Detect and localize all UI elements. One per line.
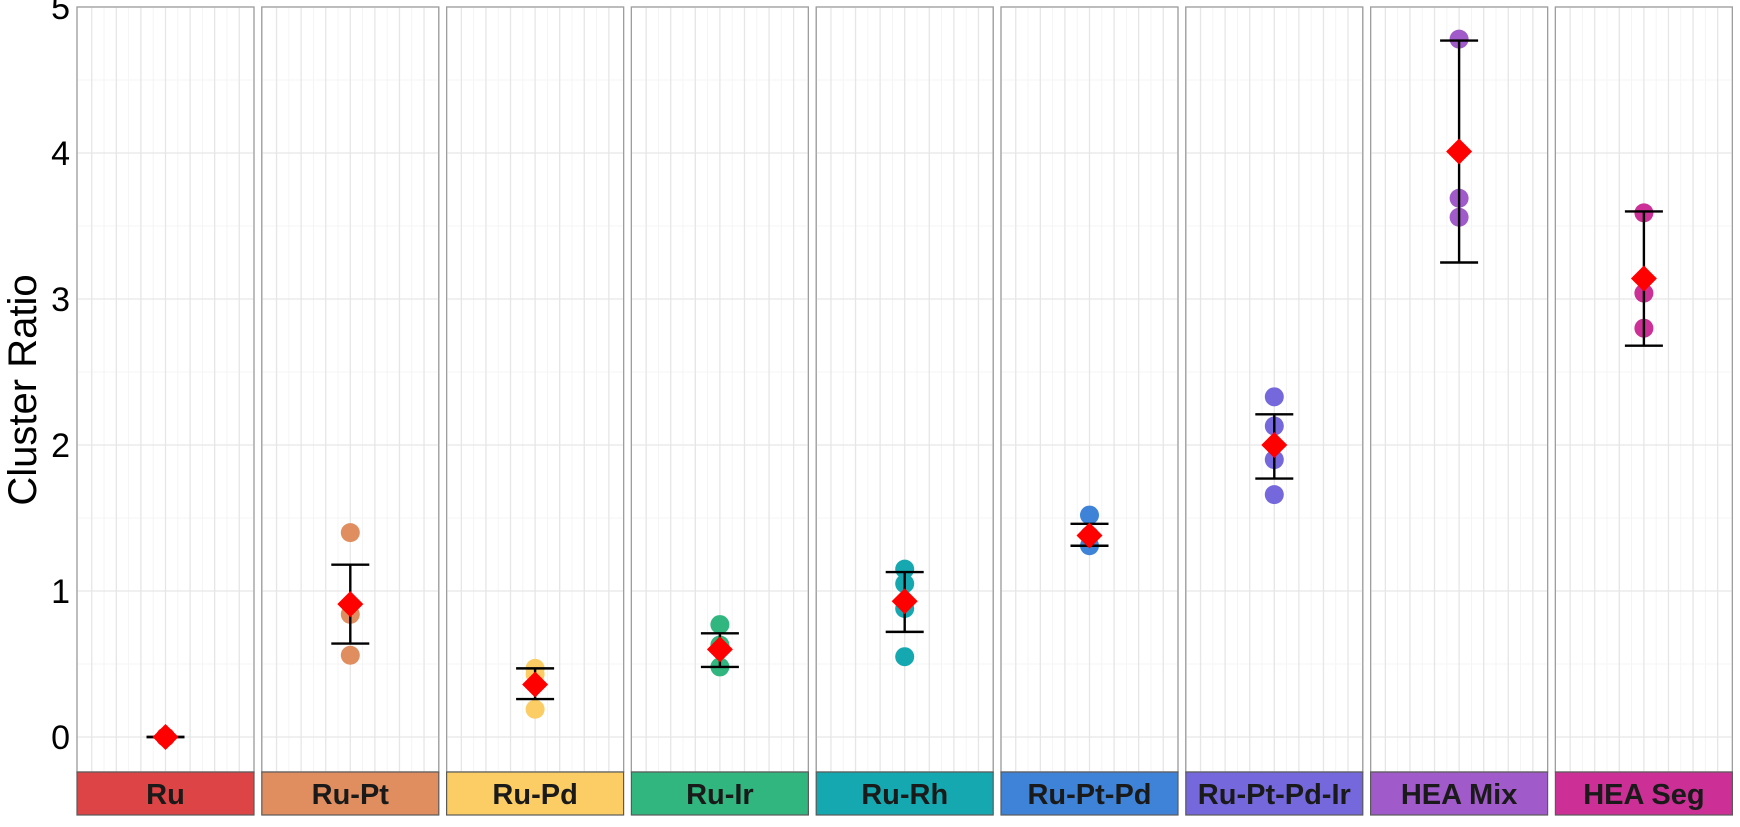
facet-panel: HEA Mix — [1369, 6, 1549, 816]
data-point — [1264, 387, 1284, 407]
facet-strip-label: Ru-Rh — [861, 779, 948, 811]
mean-marker — [522, 671, 549, 698]
data-point — [895, 647, 915, 667]
data-point — [1449, 29, 1469, 49]
facet-strip — [1000, 771, 1179, 816]
facet-panel: Ru-Pt — [261, 6, 440, 816]
data-point — [340, 645, 360, 665]
y-tick-label: 0 — [51, 719, 70, 757]
y-tick-label: 1 — [51, 573, 70, 611]
mean-marker — [1076, 522, 1103, 549]
y-tick-label: 4 — [51, 135, 70, 173]
y-tick-labels: 0 1 2 3 4 5 — [51, 0, 70, 757]
facet-strip-label: Ru-Ir — [686, 779, 754, 811]
facet-panel: Ru-Rh — [815, 6, 994, 816]
facet-strip — [815, 771, 994, 816]
mean-marker — [152, 724, 179, 750]
data-point — [895, 559, 915, 579]
facet-strip-label: HEA Seg — [1583, 779, 1704, 811]
data-point — [710, 615, 730, 635]
y-axis-title: Cluster Ratio — [1, 274, 45, 505]
mean-marker — [1261, 432, 1288, 458]
facet-strip-label: Ru-Pd — [492, 779, 577, 811]
facet-panel: Ru-Ir — [630, 6, 810, 816]
facet-strip — [1185, 771, 1364, 816]
y-tick-label: 2 — [51, 427, 70, 465]
facet-strip-label: HEA Mix — [1401, 779, 1518, 811]
facet-panel: Ru-Pd — [446, 6, 625, 816]
data-point — [340, 523, 360, 543]
mean-marker — [337, 591, 364, 618]
mean-marker — [1446, 138, 1473, 165]
facet-panels: Ru Ru-Pt Ru-Pd Ru-Ir Ru-Rh Ru-Pt-Pd Ru-Pt-Pd-I… — [76, 6, 1734, 816]
facet-panel: Ru-Pt-Pd-Ir — [1185, 6, 1364, 816]
facet-panel: Ru-Pt-Pd — [1000, 6, 1179, 816]
facet-strip — [1554, 771, 1734, 816]
facet-strip-label: Ru-Pt-Pd-Ir — [1198, 779, 1351, 811]
facet-strip-label: Ru-Pt-Pd — [1027, 779, 1151, 811]
facet-strip — [630, 771, 810, 816]
mean-marker — [706, 636, 733, 663]
facet-strip — [446, 771, 625, 816]
data-point — [525, 699, 545, 719]
facet-panel: HEA Seg — [1554, 6, 1734, 816]
data-point — [1080, 505, 1099, 525]
facet-strip-label: Ru — [146, 779, 185, 811]
y-tick-label: 5 — [51, 0, 70, 27]
y-tick-label: 3 — [51, 281, 70, 319]
facet-panel: Ru — [76, 6, 255, 816]
facet-strip-label: Ru-Pt — [312, 779, 390, 811]
mean-marker — [891, 588, 918, 615]
data-point — [1264, 485, 1284, 505]
mean-marker — [1630, 265, 1657, 292]
facet-strip — [261, 771, 440, 816]
facet-strip — [1369, 771, 1549, 816]
facet-strip — [76, 771, 255, 816]
